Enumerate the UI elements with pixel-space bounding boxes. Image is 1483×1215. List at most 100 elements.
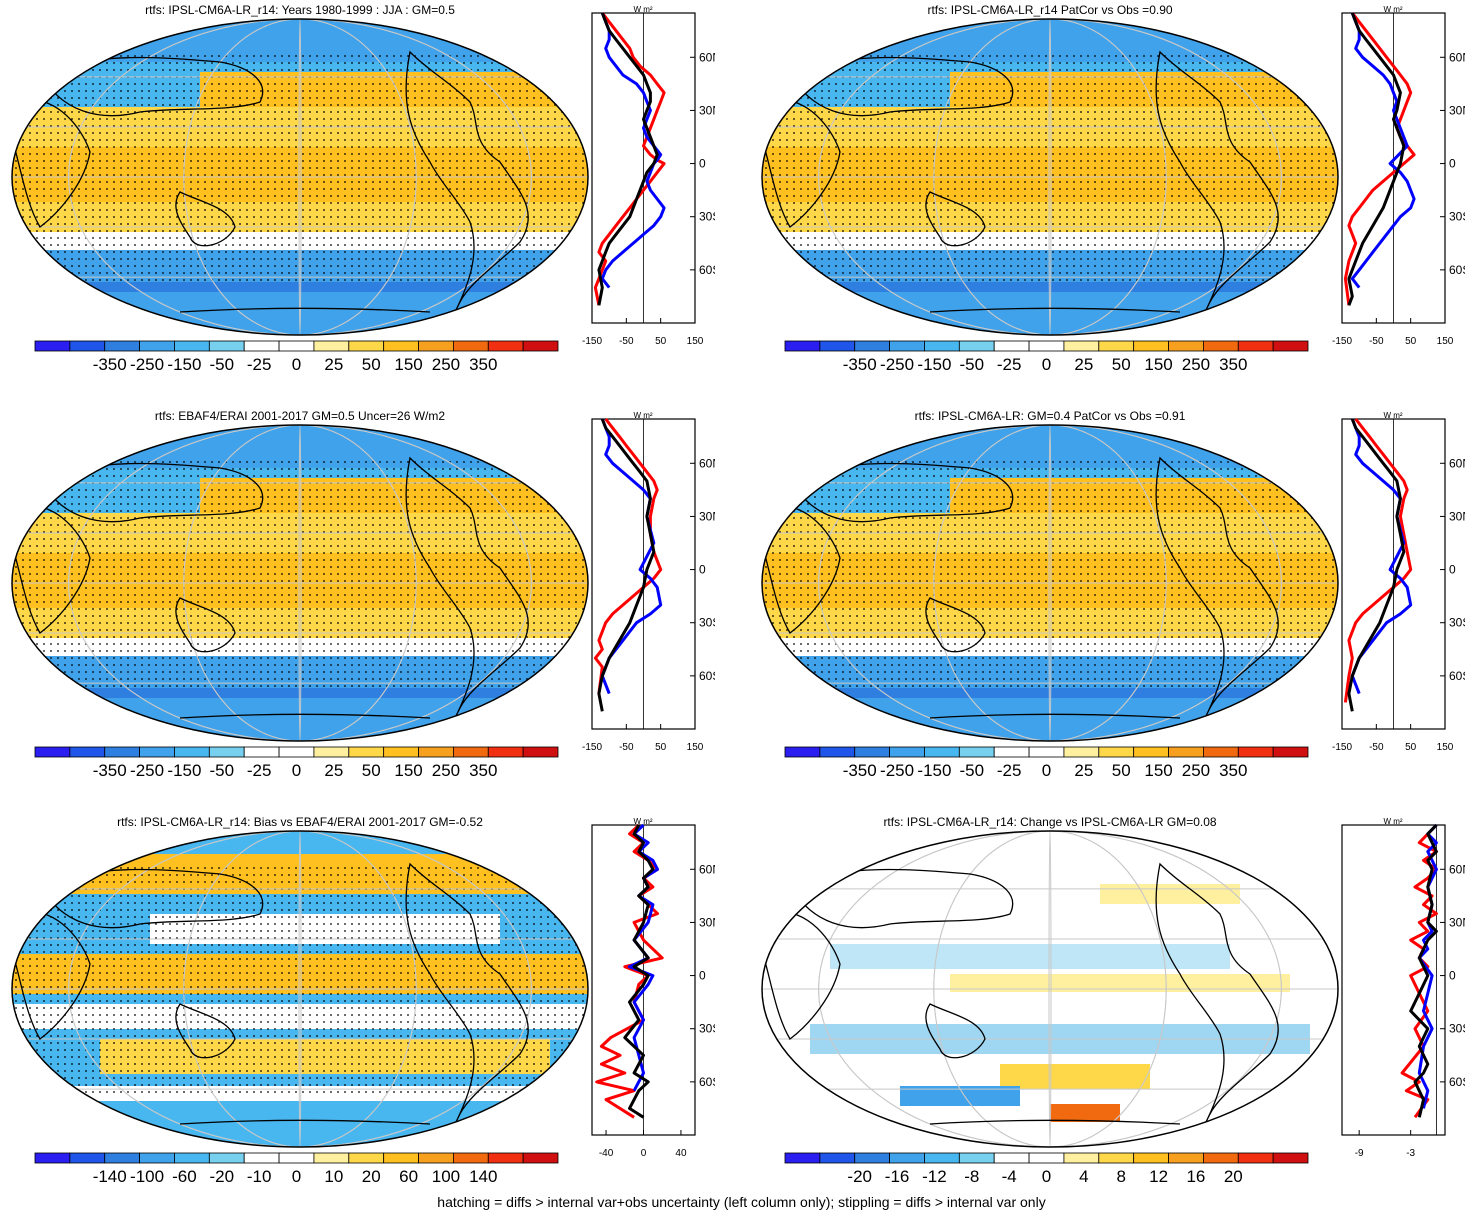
profile-x-label: -150 <box>1332 742 1352 753</box>
color-bar-swatch <box>139 340 175 352</box>
coastline <box>789 56 1014 117</box>
profile-series-line <box>1417 823 1438 1109</box>
profile-x-label: -9 <box>1355 1148 1364 1159</box>
color-bar-tick-label: -60 <box>172 1167 197 1186</box>
color-bar-swatch <box>958 1152 995 1164</box>
color-bar-tick-label: -150 <box>917 355 951 374</box>
map-band <box>12 282 588 292</box>
color-bar-swatch <box>69 746 106 758</box>
color-bar-swatch <box>1168 746 1204 758</box>
color-bar-tick-label: -20 <box>209 1167 234 1186</box>
color-bar-tick-label: 50 <box>1112 761 1131 780</box>
color-bar-tick-label: 0 <box>1042 355 1051 374</box>
coastline <box>405 456 529 719</box>
color-bar-swatch <box>104 746 140 758</box>
map-field <box>762 19 1338 335</box>
zonal-mean-profile: W m² 60N 30N 0 30S 60S -150 -50 50 150 <box>1332 411 1465 753</box>
color-bar-swatch <box>1237 1152 1274 1164</box>
zonal-mean-profile: W m² 60N 30N 0 30S 60S -150 -50 50 150 <box>582 5 715 347</box>
color-bar-swatch <box>924 746 960 758</box>
profile-lat-label: 60S <box>699 263 715 277</box>
world-map <box>761 18 1339 336</box>
color-bar-swatch <box>1202 340 1239 352</box>
color-bar-tick-label: 25 <box>1074 761 1093 780</box>
color-bar-tick-label: 10 <box>324 1167 343 1186</box>
color-bar-tick-label: 350 <box>1219 761 1247 780</box>
graticule-meridian <box>298 425 302 741</box>
color-bar-swatch <box>243 1152 280 1164</box>
color-bar-swatch <box>784 746 821 758</box>
color-bar-tick-label: 0 <box>292 355 301 374</box>
color-bar-tick-label: -25 <box>997 761 1022 780</box>
color-bar: -350 -250 -150 -50 -25 0 25 50 150 250 350 <box>34 746 559 780</box>
color-bar-swatch <box>1272 1152 1309 1164</box>
color-bar-swatch <box>243 746 280 758</box>
color-bar-swatch <box>418 746 454 758</box>
profile-x-label: -50 <box>1369 336 1384 347</box>
profile-x-label: 150 <box>687 742 704 753</box>
color-bar-swatch <box>854 340 890 352</box>
graticule-meridian <box>933 831 1167 1147</box>
color-bar-swatch <box>784 340 821 352</box>
coastline <box>175 191 236 247</box>
profile-lat-label: 0 <box>1449 157 1456 171</box>
color-bar-tick-label: -50 <box>209 355 234 374</box>
color-bar-swatch <box>1202 746 1239 758</box>
graticule-meridian <box>68 831 532 1147</box>
profile-lat-label: 0 <box>699 157 706 171</box>
profile-lat-label: 0 <box>1449 563 1456 577</box>
color-bar-swatch <box>1063 340 1100 352</box>
color-bar-tick-label: 0 <box>292 1167 301 1186</box>
color-bar-tick-label: 25 <box>1074 355 1093 374</box>
profile-series-line <box>597 418 656 712</box>
color-bar-swatch <box>1168 340 1204 352</box>
world-map <box>11 424 589 742</box>
color-bar-swatch <box>69 1152 106 1164</box>
stipple-overlay <box>12 458 588 688</box>
color-bar-swatch <box>208 1152 245 1164</box>
profile-unit: W m² <box>633 817 652 826</box>
coastline <box>39 56 264 117</box>
color-bar-swatch <box>1098 340 1135 352</box>
color-bar-swatch <box>139 746 175 758</box>
color-bar-swatch <box>1237 746 1274 758</box>
map-field <box>762 831 1338 1147</box>
color-bar-swatch <box>854 746 890 758</box>
profile-lat-label: 30S <box>1449 210 1465 224</box>
color-bar-tick-label: -350 <box>843 761 877 780</box>
color-bar-tick-label: 0 <box>292 761 301 780</box>
coastline <box>1155 862 1279 1125</box>
color-bar-tick-label: -250 <box>880 355 914 374</box>
profile-x-label: 0 <box>641 1148 647 1159</box>
color-bar-swatch <box>1063 1152 1100 1164</box>
color-bar-tick-label: 150 <box>1144 355 1172 374</box>
color-bar-swatch <box>452 746 489 758</box>
color-bar-swatch <box>889 1152 925 1164</box>
color-bar-swatch <box>1098 746 1135 758</box>
profile-lat-label: 60N <box>1449 456 1465 470</box>
profile-lat-label: 30N <box>1449 915 1465 929</box>
profile-series-line <box>597 12 659 306</box>
color-bar-tick-label: 0 <box>1042 761 1051 780</box>
color-bar-swatch <box>924 340 960 352</box>
profile-x-label: 150 <box>1437 336 1454 347</box>
map-title: rtfs: EBAF4/ERAI 2001-2017 GM=0.5 Uncer=… <box>154 409 446 423</box>
coastline <box>925 597 986 653</box>
map-outline <box>11 18 589 336</box>
color-bar-tick-label: 250 <box>1182 355 1210 374</box>
map-panel-1: rtfs: IPSL-CM6A-LR_r14 PatCor vs Obs =0.… <box>750 0 1483 400</box>
profile-series-line <box>1350 12 1416 289</box>
profile-lat-label: 30S <box>1449 616 1465 630</box>
map-band <box>762 282 1338 292</box>
color-bar: -350 -250 -150 -50 -25 0 25 50 150 250 350 <box>34 340 559 374</box>
profile-x-label: 150 <box>1437 742 1454 753</box>
color-bar-swatch <box>924 1152 960 1164</box>
profile-x-label: 50 <box>655 742 667 753</box>
color-bar-tick-label: 20 <box>1224 1167 1243 1186</box>
world-map <box>761 830 1339 1148</box>
color-bar-swatch <box>174 746 210 758</box>
color-bar-swatch <box>69 340 106 352</box>
color-bar-tick-label: 60 <box>399 1167 418 1186</box>
profile-x-label: 150 <box>687 336 704 347</box>
profile-x-label: -50 <box>619 336 634 347</box>
